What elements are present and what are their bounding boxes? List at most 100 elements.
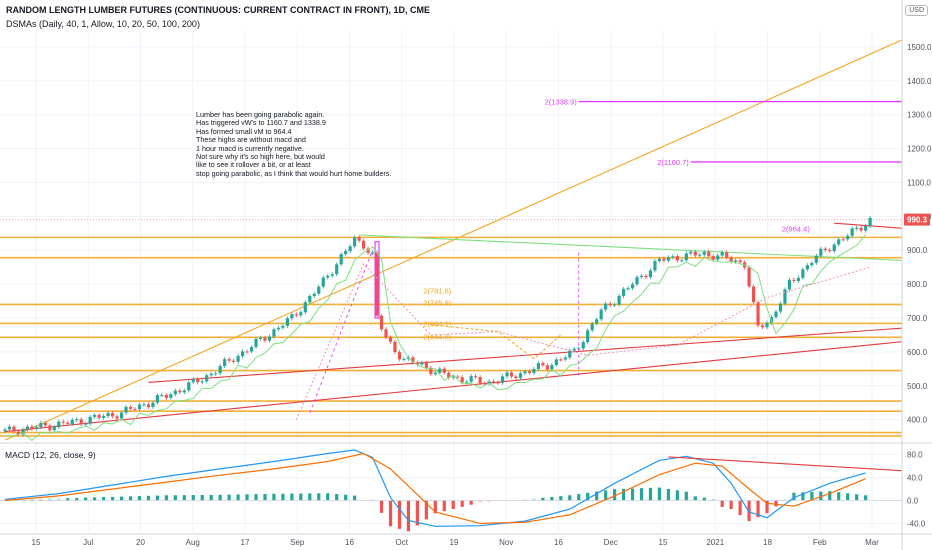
candle xyxy=(75,419,79,421)
macd-histogram-bar xyxy=(66,498,70,501)
candle xyxy=(608,303,612,306)
macd-histogram-bar xyxy=(281,493,285,501)
y-tick-label: 1200.0 xyxy=(907,145,932,154)
macd-histogram-bar xyxy=(30,498,34,501)
x-tick-label: 2021 xyxy=(706,538,724,547)
macd-histogram-bar xyxy=(57,498,61,501)
candle xyxy=(317,286,321,294)
candle xyxy=(734,260,738,262)
candle xyxy=(491,381,496,383)
candle xyxy=(357,237,361,241)
macd-histogram-bar xyxy=(75,497,79,501)
macd-histogram-bar xyxy=(855,494,859,501)
candle xyxy=(12,426,16,432)
macd-histogram-bar xyxy=(433,500,437,514)
candle xyxy=(182,390,186,393)
candle xyxy=(249,347,254,352)
candle xyxy=(214,373,218,375)
candle xyxy=(61,421,65,423)
candle xyxy=(541,363,545,366)
candle xyxy=(299,312,303,316)
candle xyxy=(621,289,626,296)
macd-histogram-bar xyxy=(39,498,43,501)
macd-histogram-bar xyxy=(442,500,446,512)
x-tick-label: Sep xyxy=(290,538,305,547)
trend-line xyxy=(4,341,902,433)
candle xyxy=(7,426,12,430)
candle xyxy=(388,337,393,342)
macd-histogram-bar xyxy=(370,499,375,501)
candle xyxy=(774,311,778,318)
candle xyxy=(97,415,101,418)
macd-histogram-bar xyxy=(765,500,769,514)
candle xyxy=(200,381,204,383)
macd-histogram-bar xyxy=(729,500,733,510)
candle xyxy=(747,267,751,287)
macd-histogram-bar xyxy=(783,499,787,501)
macd-histogram-bar xyxy=(837,492,841,501)
candle xyxy=(93,415,97,417)
macd-histogram-bar xyxy=(451,500,455,510)
macd-histogram-bar xyxy=(290,493,294,501)
macd-pane xyxy=(0,449,902,532)
macd-histogram-bar xyxy=(819,491,823,501)
candle xyxy=(290,314,294,319)
x-tick-label: 16 xyxy=(554,538,563,547)
candle xyxy=(312,293,316,296)
candle xyxy=(756,302,760,326)
chart-title: RANDOM LENGTH LUMBER FUTURES (CONTINUOUS… xyxy=(6,5,430,15)
candle xyxy=(595,319,599,324)
candle xyxy=(725,252,729,258)
candle xyxy=(133,408,137,410)
candle xyxy=(393,341,397,353)
candle xyxy=(303,302,307,313)
candle xyxy=(505,372,509,377)
candle xyxy=(550,365,554,370)
macd-histogram-bar xyxy=(245,494,249,501)
macd-histogram-bar xyxy=(666,488,670,501)
candle xyxy=(34,427,38,429)
candle xyxy=(864,226,868,231)
candle xyxy=(465,381,469,383)
candle xyxy=(456,376,460,378)
candle xyxy=(128,406,133,409)
x-tick-label: 15 xyxy=(659,538,668,547)
y-tick-label: 600.0 xyxy=(907,348,928,357)
macd-histogram-bar xyxy=(182,495,186,501)
y-tick-label: 1400.0 xyxy=(907,77,932,86)
candle xyxy=(796,277,800,281)
candle xyxy=(258,337,263,339)
candle xyxy=(424,362,428,368)
currency-badge[interactable]: USD xyxy=(905,5,928,16)
macd-histogram-bar xyxy=(621,488,626,501)
candle xyxy=(644,275,648,278)
dsma-line xyxy=(295,262,871,420)
trend-line xyxy=(359,234,902,261)
candle xyxy=(805,265,809,270)
candle xyxy=(43,422,47,426)
candle xyxy=(662,258,666,261)
candle xyxy=(738,260,742,263)
candle xyxy=(411,357,415,363)
candle xyxy=(765,322,769,328)
candle xyxy=(433,372,437,375)
candles xyxy=(3,215,872,437)
candle xyxy=(545,365,549,370)
candle xyxy=(527,371,532,373)
macd-histogram-bar xyxy=(48,498,52,501)
indicator-label: DSMAs (Daily, 40, 1, Allow, 10, 20, 50, … xyxy=(6,19,200,29)
macd-histogram-bar xyxy=(828,491,832,501)
candle xyxy=(778,303,783,312)
macd-histogram-bar xyxy=(559,496,563,501)
candle xyxy=(178,390,182,393)
candle xyxy=(25,426,30,430)
x-tick-label: Oct xyxy=(396,538,409,547)
candle xyxy=(675,256,679,261)
grid-lines xyxy=(0,30,902,532)
macd-histogram-bar xyxy=(675,490,679,501)
macd-histogram-bar xyxy=(639,488,644,501)
macd-histogram-bar xyxy=(864,495,868,501)
macd-histogram-bar xyxy=(227,494,231,501)
macd-histogram-bar xyxy=(84,497,88,501)
